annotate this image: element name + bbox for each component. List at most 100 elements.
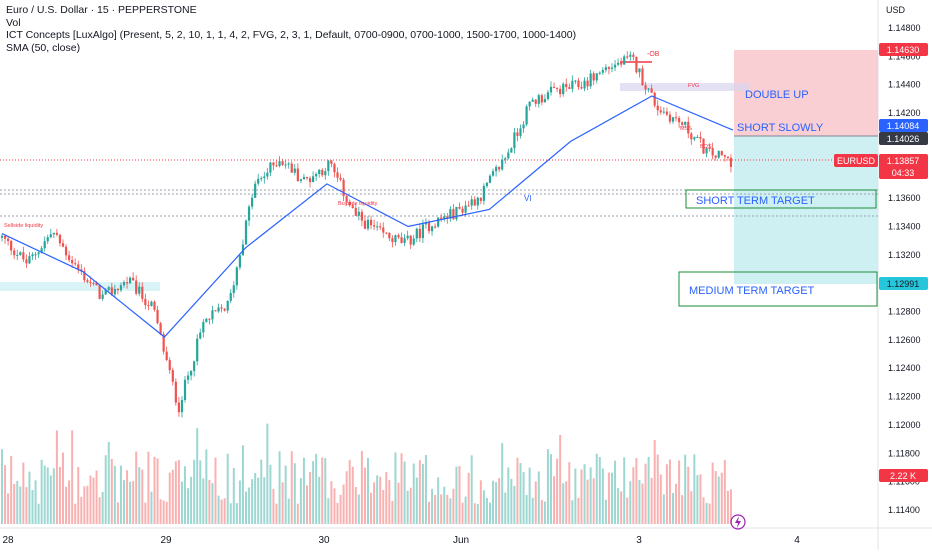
candle-body (138, 286, 141, 294)
stop-price-text: 1.14630 (887, 45, 920, 55)
candle-body (254, 183, 257, 198)
x-axis-ticks: 28 29 30 Jun 3 4 (2, 535, 800, 546)
candle-body (150, 301, 153, 306)
candle-body (141, 286, 144, 299)
volume-bar (144, 502, 147, 524)
candle-body (656, 105, 659, 111)
stop-loss-zone[interactable] (734, 50, 878, 136)
volume-bar (318, 476, 321, 524)
candle-body (25, 259, 28, 264)
volume-bar (275, 503, 278, 524)
volume-bar (241, 445, 244, 524)
medium-term-target-box[interactable] (678, 271, 878, 307)
lightning-icon[interactable] (730, 514, 746, 530)
candle-body (397, 235, 400, 238)
candle-body (226, 300, 229, 311)
candle-body (482, 186, 485, 201)
volume-bar (336, 502, 339, 524)
volume-bar (254, 473, 257, 524)
volume-bar (720, 472, 723, 524)
volume-bar (156, 458, 159, 524)
candle-body (290, 163, 293, 173)
x-tick-label: 28 (2, 535, 14, 546)
candle-body (354, 207, 357, 216)
candle-body (156, 309, 159, 324)
last-price-text: 1.14026 (887, 134, 920, 144)
fvg-zone-left (0, 282, 160, 291)
volume-bar (119, 465, 122, 524)
candle-body (729, 157, 733, 167)
target-low-badge (879, 277, 928, 290)
short-term-target-label[interactable]: SHORT TERM TARGET (696, 195, 815, 207)
volume-bar (171, 469, 174, 524)
medium-term-target-label[interactable]: MEDIUM TERM TARGET (689, 285, 815, 297)
candle-body (580, 87, 583, 89)
symbol-title[interactable]: Euro / U.S. Dollar · 15 · PEPPERSTONE (6, 4, 197, 16)
candle-body (711, 148, 714, 156)
volume-bar (28, 471, 31, 524)
volume-bar (348, 459, 351, 524)
volume-bar (165, 501, 168, 524)
volume-bar (202, 478, 205, 524)
volume-bar (437, 477, 440, 524)
volume-bar (418, 460, 421, 524)
sma-indicator-label[interactable]: SMA (50, close) (6, 41, 81, 54)
candle-body (452, 209, 455, 220)
candle-body (522, 124, 525, 129)
short-slowly-label[interactable]: SHORT SLOWLY (737, 122, 824, 134)
candle-body (510, 148, 513, 153)
candle-body (592, 73, 595, 81)
volume-bar (559, 434, 562, 524)
volume-bar (428, 501, 430, 524)
volume-bar (614, 460, 617, 524)
ob-label: -OB (647, 51, 660, 58)
volume-bar (492, 480, 495, 524)
volume-bar (107, 441, 110, 524)
volume-bar (129, 481, 132, 524)
y-tick-label: 1.13200 (888, 250, 921, 260)
volume-bar (177, 460, 180, 524)
candle-body (275, 165, 278, 167)
candle-body (269, 162, 272, 173)
volume-bar (531, 497, 534, 524)
candle-body (427, 222, 431, 232)
price-axis[interactable] (878, 0, 932, 550)
candle-body (418, 228, 421, 239)
short-term-target-box[interactable] (685, 189, 877, 209)
candle-body (129, 277, 132, 284)
candle-body (388, 232, 391, 239)
volume-bar (403, 461, 406, 524)
ict-indicator-label[interactable]: ICT Concepts [LuxAlgo] (Present, 5, 2, 1… (6, 29, 577, 41)
candle-body (7, 238, 10, 241)
volume-bar (650, 477, 653, 524)
candle-body (58, 234, 62, 244)
volume-bar (452, 488, 455, 524)
candle-body (638, 68, 641, 73)
candle-body (519, 128, 522, 136)
volume-bar (394, 452, 397, 524)
volume-bar (62, 452, 64, 524)
countdown-text: 04:33 (892, 168, 915, 178)
candle-body (690, 133, 693, 140)
candle-body (302, 176, 306, 180)
candle-body (34, 254, 37, 256)
volume-bar (565, 481, 568, 524)
candle-body (443, 216, 446, 219)
volume-bar (464, 496, 467, 524)
volume-bar (159, 499, 162, 524)
candle-body (363, 220, 367, 229)
candle-body (589, 73, 592, 87)
volume-bar (80, 496, 83, 524)
volume-indicator-label[interactable]: Vol (6, 16, 21, 29)
volume-bar (351, 466, 354, 524)
candle-body (708, 147, 711, 149)
volume-bar (16, 480, 19, 524)
sma-line (1, 95, 734, 338)
candle-body (531, 99, 534, 102)
volume-bar (40, 459, 43, 524)
candle-body (180, 399, 184, 413)
volume-bar (556, 458, 559, 524)
double-up-label[interactable]: DOUBLE UP (745, 89, 809, 101)
